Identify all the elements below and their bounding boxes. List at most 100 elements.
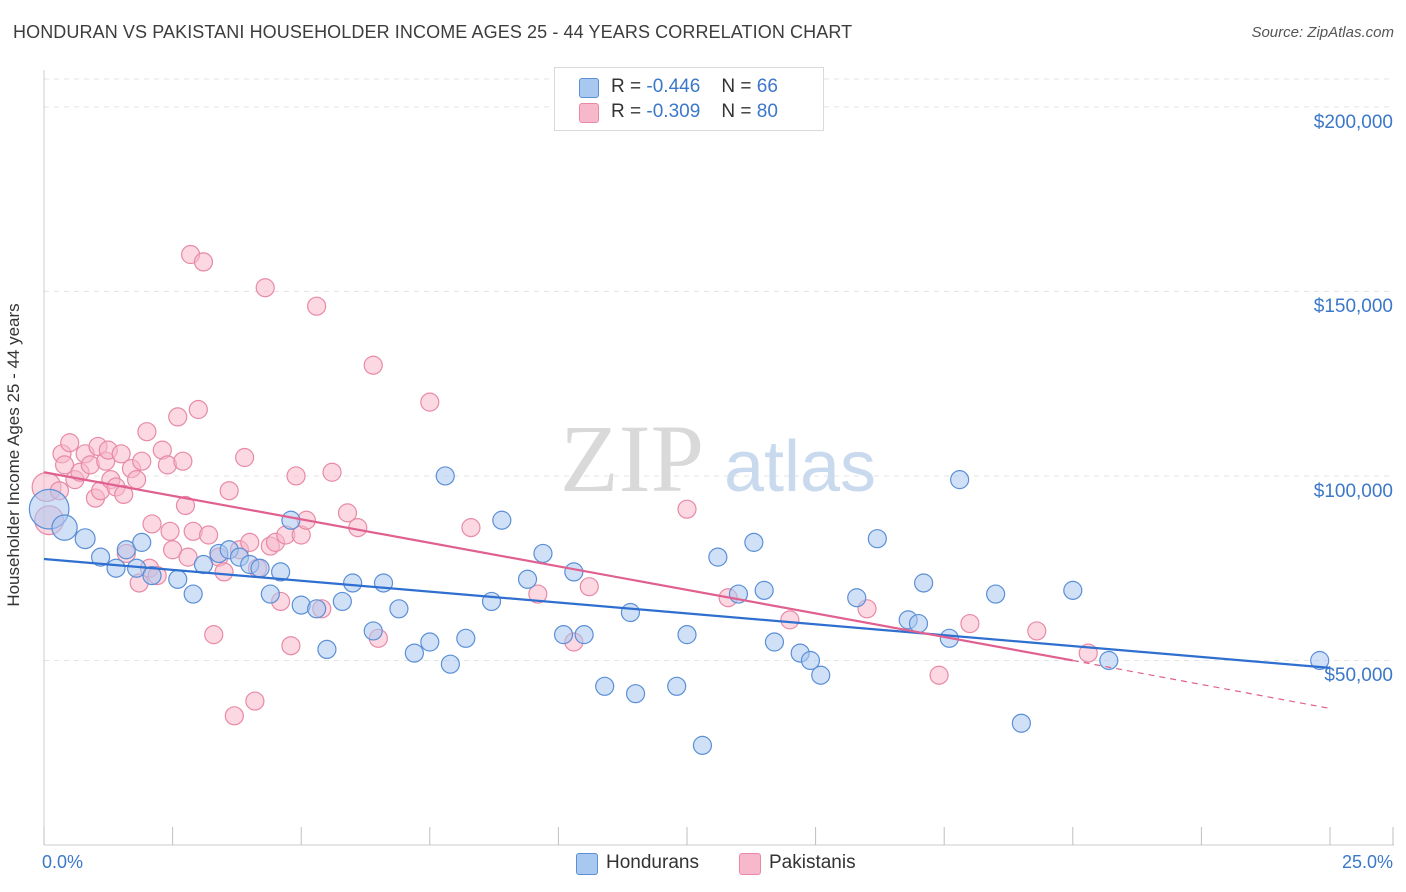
hondurans-r-label: R = (611, 76, 642, 97)
y-tick-label: $150,000 (1313, 296, 1393, 318)
x-tick-label-min: 0.0% (42, 852, 84, 872)
hondurans-point (51, 514, 78, 541)
hondurans-point (517, 569, 538, 589)
hondurans-point (343, 573, 363, 593)
pakistanis-swatch (579, 103, 599, 123)
y-tick-label: $50,000 (1324, 665, 1393, 687)
watermark-zip: ZIP (560, 405, 704, 512)
pakistanis-point (199, 525, 219, 545)
hondurans-point (867, 529, 887, 549)
pakistanis-point (255, 278, 275, 298)
pakistanis-point (780, 610, 800, 630)
hondurans-point (440, 654, 460, 674)
hondurans-point (389, 599, 409, 619)
pakistanis-point (307, 296, 327, 316)
hondurans-point (847, 588, 867, 608)
pakistanis-point (929, 665, 949, 685)
hondurans-point (250, 558, 270, 578)
series-legend: Hondurans Pakistanis (0, 852, 1406, 878)
hondurans-point (363, 621, 383, 641)
pakistanis-point (461, 518, 481, 538)
hondurans-point (533, 543, 553, 564)
hondurans-point (90, 547, 111, 567)
hondurans-point (106, 558, 126, 578)
pakistanis-r-label: R = (611, 101, 642, 122)
hondurans-trend-line (43, 557, 1331, 669)
pakistanis-legend-swatch (739, 853, 761, 875)
hondurans-point (435, 466, 455, 486)
watermark: ZIP atlas (560, 405, 876, 512)
pakistanis-point (173, 451, 193, 471)
hondurans-r-value: -0.446 (646, 76, 701, 97)
pakistanis-point (579, 577, 599, 597)
hondurans-point (950, 470, 970, 490)
y-tick-label: $200,000 (1313, 111, 1393, 133)
hondurans-n-value: 66 (756, 76, 778, 97)
chart-title: HONDURAN VS PAKISTANI HOUSEHOLDER INCOME… (13, 22, 853, 42)
trend-lines (43, 471, 1331, 710)
hondurans-point (708, 547, 728, 567)
hondurans-legend-label: Hondurans (606, 852, 699, 873)
pakistanis-point (219, 481, 239, 501)
hondurans-point (307, 599, 327, 619)
pakistanis-point (132, 451, 152, 471)
hondurans-point (764, 632, 785, 652)
pakistanis-point (111, 444, 131, 464)
y-axis-label: Householder Income Ages 25 - 44 years (4, 303, 23, 607)
hondurans-point (481, 591, 502, 612)
hondurans-point (986, 584, 1006, 604)
pakistanis-point (114, 484, 134, 505)
pakistanis-point (163, 540, 183, 560)
hondurans-point (132, 532, 152, 552)
hondurans-point (914, 573, 934, 593)
pakistanis-trend-line (43, 471, 1073, 662)
pakistanis-point (337, 503, 358, 523)
pakistanis-legend-label: Pakistanis (769, 852, 856, 873)
pakistanis-point (224, 706, 244, 726)
pakistanis-point (54, 455, 75, 475)
pakistanis-point (286, 466, 306, 486)
hondurans-point (317, 639, 337, 660)
hondurans-point (595, 676, 615, 696)
pakistanis-point (137, 422, 157, 442)
hondurans-point (1099, 650, 1119, 671)
hondurans-point (404, 643, 424, 663)
hondurans-point (800, 650, 821, 671)
hondurans-point (744, 532, 764, 552)
pakistanis-point (281, 636, 301, 656)
hondurans-point (553, 625, 574, 645)
hondurans-point (281, 510, 301, 530)
pakistanis-n-label: N = (721, 101, 752, 122)
hondurans-point (677, 625, 697, 645)
source-credit: Source: ZipAtlas.com (1251, 24, 1394, 41)
hondurans-n-label: N = (721, 76, 752, 97)
hondurans-point (260, 584, 280, 604)
pakistanis-point (60, 433, 80, 453)
hondurans-point (492, 510, 512, 530)
hondurans-point (1011, 713, 1031, 733)
hondurans-point (908, 613, 929, 634)
hondurans-point (74, 528, 96, 550)
pakistanis-point (528, 584, 548, 604)
axes (43, 70, 1394, 846)
pakistanis-point (1027, 621, 1047, 641)
hondurans-point (456, 628, 476, 648)
x-tick-label-max: 25.0% (1341, 852, 1393, 872)
pakistanis-point (193, 252, 214, 272)
hondurans-point (692, 735, 713, 755)
hondurans-point (1063, 580, 1083, 600)
hondurans-point (183, 584, 203, 604)
pakistanis-point (235, 447, 255, 468)
hondurans-point (420, 632, 440, 652)
hondurans-point (332, 591, 352, 612)
hondurans-point (271, 562, 291, 582)
hondurans-point (1310, 650, 1330, 671)
hondurans-swatch (579, 78, 599, 98)
hondurans-point (168, 569, 188, 589)
hondurans-point (574, 625, 594, 645)
hondurans-point (754, 580, 774, 600)
y-tick-label: $100,000 (1313, 480, 1393, 502)
pakistanis-point (142, 514, 162, 534)
pakistanis-r-value: -0.309 (646, 101, 701, 122)
